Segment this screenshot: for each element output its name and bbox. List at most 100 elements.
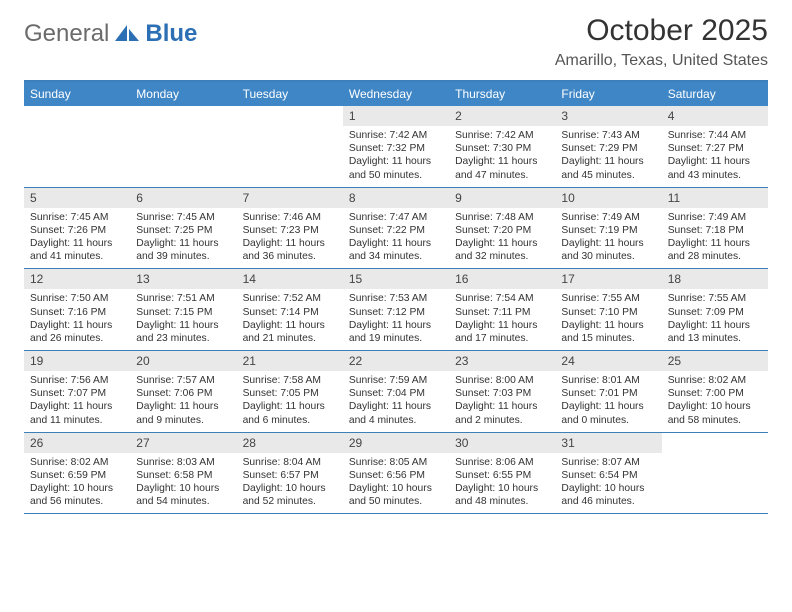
day-cell: 7Sunrise: 7:46 AMSunset: 7:23 PMDaylight… bbox=[237, 188, 343, 269]
day-number: 31 bbox=[555, 433, 661, 453]
day-cell: 27Sunrise: 8:03 AMSunset: 6:58 PMDayligh… bbox=[130, 433, 236, 514]
calendar-grid: SundayMondayTuesdayWednesdayThursdayFrid… bbox=[24, 80, 768, 514]
day-cell: 13Sunrise: 7:51 AMSunset: 7:15 PMDayligh… bbox=[130, 269, 236, 350]
day-number: 2 bbox=[449, 106, 555, 126]
day-info: Sunrise: 7:52 AMSunset: 7:14 PMDaylight:… bbox=[237, 289, 343, 350]
day-number: 4 bbox=[662, 106, 768, 126]
day-cell: 23Sunrise: 8:00 AMSunset: 7:03 PMDayligh… bbox=[449, 351, 555, 432]
day-cell: 11Sunrise: 7:49 AMSunset: 7:18 PMDayligh… bbox=[662, 188, 768, 269]
day-number: 6 bbox=[130, 188, 236, 208]
day-cell: 21Sunrise: 7:58 AMSunset: 7:05 PMDayligh… bbox=[237, 351, 343, 432]
day-info: Sunrise: 7:45 AMSunset: 7:25 PMDaylight:… bbox=[130, 208, 236, 269]
day-number: 10 bbox=[555, 188, 661, 208]
day-cell: 30Sunrise: 8:06 AMSunset: 6:55 PMDayligh… bbox=[449, 433, 555, 514]
day-number: 11 bbox=[662, 188, 768, 208]
day-cell bbox=[237, 106, 343, 187]
day-number bbox=[24, 106, 130, 126]
day-info: Sunrise: 8:02 AMSunset: 6:59 PMDaylight:… bbox=[24, 453, 130, 514]
day-info: Sunrise: 7:55 AMSunset: 7:10 PMDaylight:… bbox=[555, 289, 661, 350]
day-info: Sunrise: 8:03 AMSunset: 6:58 PMDaylight:… bbox=[130, 453, 236, 514]
day-info: Sunrise: 7:53 AMSunset: 7:12 PMDaylight:… bbox=[343, 289, 449, 350]
calendar-page: General Blue October 2025 Amarillo, Texa… bbox=[0, 0, 792, 514]
day-cell: 9Sunrise: 7:48 AMSunset: 7:20 PMDaylight… bbox=[449, 188, 555, 269]
day-number: 3 bbox=[555, 106, 661, 126]
day-cell: 24Sunrise: 8:01 AMSunset: 7:01 PMDayligh… bbox=[555, 351, 661, 432]
day-cell: 31Sunrise: 8:07 AMSunset: 6:54 PMDayligh… bbox=[555, 433, 661, 514]
week-row: 12Sunrise: 7:50 AMSunset: 7:16 PMDayligh… bbox=[24, 269, 768, 351]
day-info: Sunrise: 7:54 AMSunset: 7:11 PMDaylight:… bbox=[449, 289, 555, 350]
day-cell: 29Sunrise: 8:05 AMSunset: 6:56 PMDayligh… bbox=[343, 433, 449, 514]
day-cell: 22Sunrise: 7:59 AMSunset: 7:04 PMDayligh… bbox=[343, 351, 449, 432]
day-info: Sunrise: 8:02 AMSunset: 7:00 PMDaylight:… bbox=[662, 371, 768, 432]
day-info: Sunrise: 8:00 AMSunset: 7:03 PMDaylight:… bbox=[449, 371, 555, 432]
day-number: 26 bbox=[24, 433, 130, 453]
day-info: Sunrise: 7:43 AMSunset: 7:29 PMDaylight:… bbox=[555, 126, 661, 187]
day-number bbox=[237, 106, 343, 126]
logo-sail-icon bbox=[113, 23, 143, 45]
day-info: Sunrise: 8:06 AMSunset: 6:55 PMDaylight:… bbox=[449, 453, 555, 514]
day-info: Sunrise: 7:46 AMSunset: 7:23 PMDaylight:… bbox=[237, 208, 343, 269]
day-number: 8 bbox=[343, 188, 449, 208]
day-number: 13 bbox=[130, 269, 236, 289]
day-number: 14 bbox=[237, 269, 343, 289]
day-of-week-row: SundayMondayTuesdayWednesdayThursdayFrid… bbox=[24, 82, 768, 106]
day-cell: 1Sunrise: 7:42 AMSunset: 7:32 PMDaylight… bbox=[343, 106, 449, 187]
day-of-week-header: Sunday bbox=[24, 82, 130, 106]
day-cell bbox=[662, 433, 768, 514]
day-of-week-header: Saturday bbox=[662, 82, 768, 106]
week-row: 26Sunrise: 8:02 AMSunset: 6:59 PMDayligh… bbox=[24, 433, 768, 515]
day-number: 1 bbox=[343, 106, 449, 126]
day-of-week-header: Thursday bbox=[449, 82, 555, 106]
location-label: Amarillo, Texas, United States bbox=[555, 52, 768, 70]
weeks-container: 1Sunrise: 7:42 AMSunset: 7:32 PMDaylight… bbox=[24, 106, 768, 514]
day-info: Sunrise: 7:56 AMSunset: 7:07 PMDaylight:… bbox=[24, 371, 130, 432]
day-cell: 16Sunrise: 7:54 AMSunset: 7:11 PMDayligh… bbox=[449, 269, 555, 350]
day-of-week-header: Monday bbox=[130, 82, 236, 106]
day-info: Sunrise: 7:58 AMSunset: 7:05 PMDaylight:… bbox=[237, 371, 343, 432]
day-cell: 6Sunrise: 7:45 AMSunset: 7:25 PMDaylight… bbox=[130, 188, 236, 269]
day-info: Sunrise: 7:50 AMSunset: 7:16 PMDaylight:… bbox=[24, 289, 130, 350]
day-number: 30 bbox=[449, 433, 555, 453]
day-info: Sunrise: 8:07 AMSunset: 6:54 PMDaylight:… bbox=[555, 453, 661, 514]
day-number: 23 bbox=[449, 351, 555, 371]
day-number: 21 bbox=[237, 351, 343, 371]
day-info: Sunrise: 7:49 AMSunset: 7:18 PMDaylight:… bbox=[662, 208, 768, 269]
day-info: Sunrise: 7:42 AMSunset: 7:30 PMDaylight:… bbox=[449, 126, 555, 187]
day-number: 18 bbox=[662, 269, 768, 289]
day-number: 5 bbox=[24, 188, 130, 208]
day-number: 24 bbox=[555, 351, 661, 371]
day-of-week-header: Wednesday bbox=[343, 82, 449, 106]
week-row: 5Sunrise: 7:45 AMSunset: 7:26 PMDaylight… bbox=[24, 188, 768, 270]
day-info: Sunrise: 7:44 AMSunset: 7:27 PMDaylight:… bbox=[662, 126, 768, 187]
header: General Blue October 2025 Amarillo, Texa… bbox=[24, 14, 768, 70]
day-number: 12 bbox=[24, 269, 130, 289]
day-cell: 17Sunrise: 7:55 AMSunset: 7:10 PMDayligh… bbox=[555, 269, 661, 350]
day-info: Sunrise: 8:01 AMSunset: 7:01 PMDaylight:… bbox=[555, 371, 661, 432]
day-cell: 10Sunrise: 7:49 AMSunset: 7:19 PMDayligh… bbox=[555, 188, 661, 269]
week-row: 19Sunrise: 7:56 AMSunset: 7:07 PMDayligh… bbox=[24, 351, 768, 433]
week-row: 1Sunrise: 7:42 AMSunset: 7:32 PMDaylight… bbox=[24, 106, 768, 188]
day-cell: 19Sunrise: 7:56 AMSunset: 7:07 PMDayligh… bbox=[24, 351, 130, 432]
day-cell: 5Sunrise: 7:45 AMSunset: 7:26 PMDaylight… bbox=[24, 188, 130, 269]
day-cell: 4Sunrise: 7:44 AMSunset: 7:27 PMDaylight… bbox=[662, 106, 768, 187]
day-info: Sunrise: 7:49 AMSunset: 7:19 PMDaylight:… bbox=[555, 208, 661, 269]
day-info: Sunrise: 7:47 AMSunset: 7:22 PMDaylight:… bbox=[343, 208, 449, 269]
day-info: Sunrise: 8:04 AMSunset: 6:57 PMDaylight:… bbox=[237, 453, 343, 514]
day-number: 9 bbox=[449, 188, 555, 208]
logo-text-general: General bbox=[24, 20, 109, 48]
day-number: 27 bbox=[130, 433, 236, 453]
day-number: 7 bbox=[237, 188, 343, 208]
day-number: 29 bbox=[343, 433, 449, 453]
day-info: Sunrise: 7:51 AMSunset: 7:15 PMDaylight:… bbox=[130, 289, 236, 350]
day-of-week-header: Friday bbox=[555, 82, 661, 106]
day-cell bbox=[24, 106, 130, 187]
day-cell: 3Sunrise: 7:43 AMSunset: 7:29 PMDaylight… bbox=[555, 106, 661, 187]
day-number: 17 bbox=[555, 269, 661, 289]
title-block: October 2025 Amarillo, Texas, United Sta… bbox=[555, 14, 768, 70]
day-info: Sunrise: 7:57 AMSunset: 7:06 PMDaylight:… bbox=[130, 371, 236, 432]
day-cell: 20Sunrise: 7:57 AMSunset: 7:06 PMDayligh… bbox=[130, 351, 236, 432]
day-number: 25 bbox=[662, 351, 768, 371]
day-info: Sunrise: 7:48 AMSunset: 7:20 PMDaylight:… bbox=[449, 208, 555, 269]
day-info: Sunrise: 7:45 AMSunset: 7:26 PMDaylight:… bbox=[24, 208, 130, 269]
day-cell: 2Sunrise: 7:42 AMSunset: 7:30 PMDaylight… bbox=[449, 106, 555, 187]
